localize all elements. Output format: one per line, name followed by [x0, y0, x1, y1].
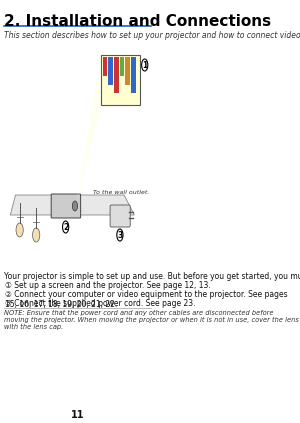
- Bar: [125, 57, 130, 85]
- Bar: [131, 57, 136, 93]
- FancyBboxPatch shape: [110, 205, 130, 227]
- Circle shape: [62, 221, 69, 233]
- Text: To the wall outlet.: To the wall outlet.: [93, 190, 150, 195]
- Polygon shape: [10, 195, 134, 215]
- Text: ② Connect your computer or video equipment to the projector. See pages 15, 16, 1: ② Connect your computer or video equipme…: [5, 290, 288, 309]
- FancyBboxPatch shape: [51, 194, 81, 218]
- Bar: [120, 57, 124, 76]
- Circle shape: [33, 228, 40, 242]
- Text: ① Set up a screen and the projector. See page 12, 13.: ① Set up a screen and the projector. See…: [5, 281, 211, 290]
- FancyBboxPatch shape: [101, 55, 140, 105]
- Text: 1: 1: [142, 60, 147, 69]
- Text: 2. Installation and Connections: 2. Installation and Connections: [4, 14, 271, 29]
- Circle shape: [72, 201, 77, 211]
- Circle shape: [117, 229, 123, 241]
- Text: ③ Connect the supplied power cord. See page 23.: ③ Connect the supplied power cord. See p…: [5, 299, 196, 308]
- Circle shape: [142, 59, 148, 71]
- Polygon shape: [76, 55, 101, 206]
- Circle shape: [16, 223, 23, 237]
- Text: This section describes how to set up your projector and how to connect video and: This section describes how to set up you…: [4, 31, 300, 40]
- Text: 2: 2: [63, 222, 68, 231]
- Text: NOTE: Ensure that the power cord and any other cables are disconnected before mo: NOTE: Ensure that the power cord and any…: [4, 310, 299, 330]
- Bar: [103, 57, 107, 76]
- Text: 11: 11: [71, 410, 84, 420]
- Text: 3: 3: [117, 231, 122, 239]
- Bar: [114, 57, 119, 93]
- Bar: [109, 57, 113, 85]
- Text: Your projector is simple to set up and use. But before you get started, you must: Your projector is simple to set up and u…: [4, 272, 300, 281]
